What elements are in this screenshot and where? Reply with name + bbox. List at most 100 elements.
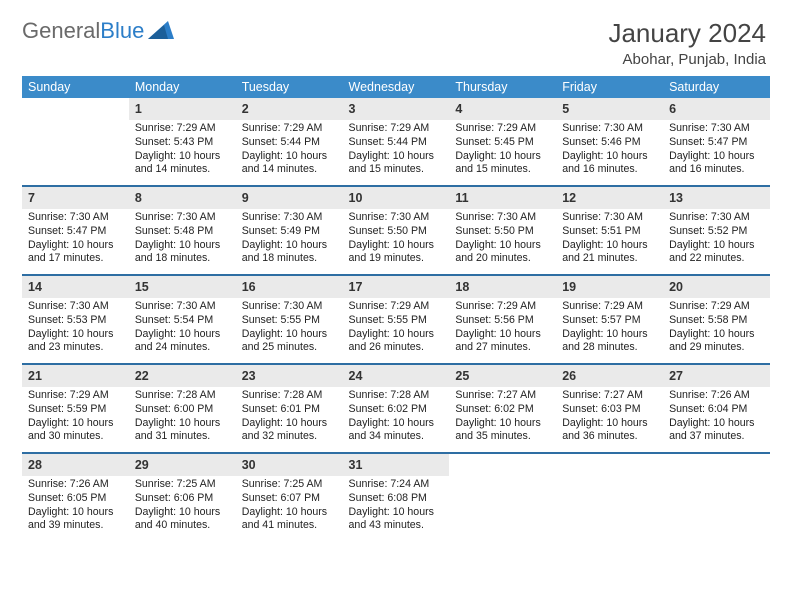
- day-info-line: and 20 minutes.: [455, 252, 550, 266]
- day-info-line: Daylight: 10 hours: [562, 150, 657, 164]
- week-row: 28Sunrise: 7:26 AMSunset: 6:05 PMDayligh…: [22, 454, 770, 542]
- day-info-line: Sunrise: 7:30 AM: [562, 211, 657, 225]
- day-info-line: Daylight: 10 hours: [455, 417, 550, 431]
- day-info: Sunrise: 7:25 AMSunset: 6:07 PMDaylight:…: [236, 476, 343, 539]
- day-number-bar: 17: [343, 276, 450, 298]
- col-monday: Monday: [129, 76, 236, 98]
- day-info-line: and 16 minutes.: [562, 163, 657, 177]
- day-info-line: Sunset: 6:02 PM: [455, 403, 550, 417]
- day-info-line: Sunset: 6:01 PM: [242, 403, 337, 417]
- day-number-bar: 29: [129, 454, 236, 476]
- day-info-line: Daylight: 10 hours: [135, 506, 230, 520]
- day-info-line: Daylight: 10 hours: [669, 417, 764, 431]
- day-number: 8: [135, 191, 142, 205]
- day-number: 5: [562, 102, 569, 116]
- day-info-line: and 43 minutes.: [349, 519, 444, 533]
- day-info-line: and 36 minutes.: [562, 430, 657, 444]
- day-info-line: and 41 minutes.: [242, 519, 337, 533]
- day-info-line: and 21 minutes.: [562, 252, 657, 266]
- day-info-line: Sunset: 5:52 PM: [669, 225, 764, 239]
- day-info: Sunrise: 7:30 AMSunset: 5:52 PMDaylight:…: [663, 209, 770, 272]
- day-info-line: Sunset: 6:06 PM: [135, 492, 230, 506]
- day-info-line: Daylight: 10 hours: [669, 328, 764, 342]
- day-info-line: Sunrise: 7:29 AM: [455, 300, 550, 314]
- day-info-line: and 34 minutes.: [349, 430, 444, 444]
- day-info-line: Sunrise: 7:25 AM: [135, 478, 230, 492]
- day-info-line: and 16 minutes.: [669, 163, 764, 177]
- day-info-line: Daylight: 10 hours: [669, 150, 764, 164]
- day-cell: 13 Sunrise: 7:30 AMSunset: 5:52 PMDayligh…: [663, 187, 770, 275]
- day-number: 7: [28, 191, 35, 205]
- day-info: Sunrise: 7:27 AMSunset: 6:02 PMDaylight:…: [449, 387, 556, 450]
- day-info-line: Sunset: 5:58 PM: [669, 314, 764, 328]
- day-cell: 7Sunrise: 7:30 AMSunset: 5:47 PMDaylight…: [22, 187, 129, 275]
- day-info-line: Daylight: 10 hours: [562, 328, 657, 342]
- day-number-bar: 18: [449, 276, 556, 298]
- day-info-line: Sunrise: 7:30 AM: [135, 300, 230, 314]
- brand-text-2: Blue: [100, 18, 144, 43]
- day-info-line: Sunset: 5:45 PM: [455, 136, 550, 150]
- day-info-line: and 14 minutes.: [242, 163, 337, 177]
- day-info: Sunrise: 7:24 AMSunset: 6:08 PMDaylight:…: [343, 476, 450, 539]
- day-cell: 28Sunrise: 7:26 AMSunset: 6:05 PMDayligh…: [22, 454, 129, 542]
- day-info-line: Daylight: 10 hours: [135, 417, 230, 431]
- day-cell: 1Sunrise: 7:29 AMSunset: 5:43 PMDaylight…: [129, 98, 236, 186]
- day-cell: 14 Sunrise: 7:30 AMSunset: 5:53 PMDayligh…: [22, 276, 129, 364]
- day-info-line: Sunrise: 7:29 AM: [242, 122, 337, 136]
- day-info-line: Sunset: 5:55 PM: [349, 314, 444, 328]
- day-info: Sunrise: 7:29 AMSunset: 5:55 PMDaylight:…: [343, 298, 450, 361]
- day-number: 13: [669, 191, 683, 205]
- day-info: Sunrise: 7:25 AMSunset: 6:06 PMDaylight:…: [129, 476, 236, 539]
- day-info: Sunrise: 7:30 AMSunset: 5:53 PMDaylight:…: [22, 298, 129, 361]
- day-number-bar: 7: [22, 187, 129, 209]
- day-info-line: Daylight: 10 hours: [242, 506, 337, 520]
- day-info: Sunrise: 7:30 AMSunset: 5:51 PMDaylight:…: [556, 209, 663, 272]
- brand-text-1: General: [22, 18, 100, 43]
- day-info-line: Daylight: 10 hours: [135, 239, 230, 253]
- day-number: 1: [135, 102, 142, 116]
- day-info-line: Sunrise: 7:26 AM: [28, 478, 123, 492]
- day-info: Sunrise: 7:27 AMSunset: 6:03 PMDaylight:…: [556, 387, 663, 450]
- day-info-line: Sunrise: 7:27 AM: [562, 389, 657, 403]
- day-info: Sunrise: 7:30 AMSunset: 5:46 PMDaylight:…: [556, 120, 663, 183]
- day-info-line: Sunset: 6:05 PM: [28, 492, 123, 506]
- day-number-bar: 22: [129, 365, 236, 387]
- day-number-bar: 11: [449, 187, 556, 209]
- day-number: 22: [135, 369, 149, 383]
- day-info-line: and 27 minutes.: [455, 341, 550, 355]
- day-number: 14: [28, 280, 42, 294]
- day-info-line: and 29 minutes.: [669, 341, 764, 355]
- day-number-bar: 4: [449, 98, 556, 120]
- day-info-line: and 37 minutes.: [669, 430, 764, 444]
- day-info-line: Sunset: 5:51 PM: [562, 225, 657, 239]
- day-number-bar: 19: [556, 276, 663, 298]
- week-row: 14 Sunrise: 7:30 AMSunset: 5:53 PMDayligh…: [22, 276, 770, 364]
- day-info-line: Sunset: 5:56 PM: [455, 314, 550, 328]
- day-info: Sunrise: 7:30 AMSunset: 5:50 PMDaylight:…: [449, 209, 556, 272]
- brand-triangle-icon: [148, 19, 174, 44]
- day-number-bar: 15: [129, 276, 236, 298]
- day-info-line: Sunrise: 7:25 AM: [242, 478, 337, 492]
- page-subtitle: Abohar, Punjab, India: [608, 51, 770, 68]
- day-cell: 23Sunrise: 7:28 AMSunset: 6:01 PMDayligh…: [236, 365, 343, 453]
- day-info: Sunrise: 7:29 AMSunset: 5:44 PMDaylight:…: [343, 120, 450, 183]
- col-tuesday: Tuesday: [236, 76, 343, 98]
- day-info-line: and 18 minutes.: [242, 252, 337, 266]
- day-info-line: Sunrise: 7:26 AM: [669, 389, 764, 403]
- day-info: Sunrise: 7:29 AMSunset: 5:45 PMDaylight:…: [449, 120, 556, 183]
- day-info-line: Sunrise: 7:30 AM: [242, 300, 337, 314]
- day-cell: 10Sunrise: 7:30 AMSunset: 5:50 PMDayligh…: [343, 187, 450, 275]
- day-info-line: Sunrise: 7:29 AM: [135, 122, 230, 136]
- day-info: Sunrise: 7:29 AMSunset: 5:56 PMDaylight:…: [449, 298, 556, 361]
- day-number: 24: [349, 369, 363, 383]
- day-info-line: Daylight: 10 hours: [242, 328, 337, 342]
- day-number: 11: [455, 191, 468, 205]
- day-cell: 6Sunrise: 7:30 AMSunset: 5:47 PMDaylight…: [663, 98, 770, 186]
- day-number-bar: 9: [236, 187, 343, 209]
- day-info-line: Sunset: 5:44 PM: [349, 136, 444, 150]
- day-info-line: and 14 minutes.: [135, 163, 230, 177]
- day-info-line: Sunset: 5:47 PM: [28, 225, 123, 239]
- day-info-line: Sunset: 5:57 PM: [562, 314, 657, 328]
- day-cell: 29Sunrise: 7:25 AMSunset: 6:06 PMDayligh…: [129, 454, 236, 542]
- day-number: 19: [562, 280, 576, 294]
